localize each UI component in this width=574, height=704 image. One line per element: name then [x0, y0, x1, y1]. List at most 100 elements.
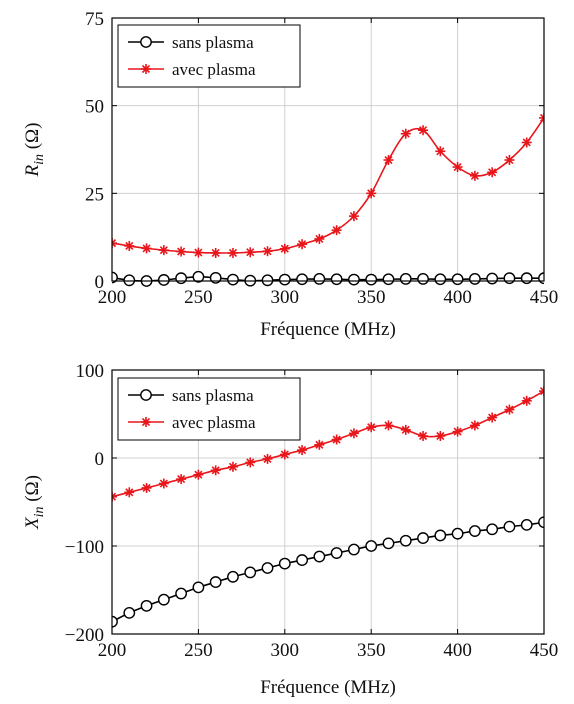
x-tick-label: 300: [271, 640, 300, 661]
data-point: [520, 272, 533, 285]
data-point: [365, 540, 378, 552]
ticks: 200 250 300 350 400 450 −200 −100 0 100: [65, 361, 558, 661]
data-point: [348, 211, 359, 222]
series-line: [112, 521, 544, 623]
data-point: [330, 273, 343, 286]
data-point: [124, 487, 135, 498]
data-point: [539, 112, 544, 123]
legend-marker: [141, 417, 151, 427]
y-tick-label: 0: [95, 449, 105, 470]
data-point: [192, 270, 205, 283]
data-point: [297, 239, 308, 250]
series-sans-plasma: [112, 270, 544, 287]
data-point: [417, 532, 429, 544]
data-point: [399, 534, 412, 547]
data-point: [503, 272, 516, 285]
data-point: [365, 273, 378, 286]
x-tick-label: 200: [98, 640, 127, 661]
data-point: [279, 243, 290, 254]
data-point: [210, 247, 221, 258]
data-point: [278, 273, 291, 286]
data-point: [245, 247, 256, 258]
data-point: [417, 272, 429, 285]
x-axis-label: Fréquence (MHz): [260, 319, 396, 340]
data-point: [451, 273, 464, 286]
data-point: [521, 137, 532, 148]
data-point: [348, 543, 360, 556]
x-tick-label: 400: [443, 640, 472, 661]
x-tick-label: 450: [530, 287, 559, 308]
data-point: [314, 233, 325, 244]
data-point: [112, 491, 117, 502]
series-sans-plasma: [112, 516, 544, 628]
data-point: [141, 482, 152, 493]
y-tick-label: 100: [76, 361, 105, 382]
data-point: [296, 554, 308, 566]
data-point: [366, 422, 377, 433]
data-point: [434, 273, 447, 286]
data-point: [123, 274, 136, 287]
x-tick-label: 200: [98, 287, 127, 308]
data-point: [451, 527, 464, 540]
data-point: [262, 453, 273, 464]
x-tick-label: 350: [357, 287, 386, 308]
data-point: [313, 272, 326, 285]
data-point: [297, 445, 308, 456]
legend-label: sans plasma: [172, 386, 254, 405]
data-point: [227, 247, 238, 258]
data-point: [176, 246, 187, 257]
data-point: [245, 457, 256, 468]
legend-label: avec plasma: [172, 60, 256, 79]
data-point: [435, 146, 446, 157]
data-point: [193, 469, 204, 480]
legend: sans plasma avec plasma: [117, 24, 301, 88]
data-point: [331, 434, 342, 445]
data-point: [504, 404, 515, 415]
legend: sans plasma avec plasma: [117, 377, 301, 441]
y-axis-label: Rin (Ω): [22, 122, 47, 177]
data-point: [279, 449, 290, 460]
x-tick-label: 400: [443, 287, 472, 308]
legend-marker: [140, 36, 152, 48]
data-point: [261, 274, 274, 287]
data-point: [157, 593, 170, 606]
data-point: [452, 162, 463, 173]
data-point: [366, 188, 377, 199]
data-point: [487, 412, 498, 423]
data-point: [193, 247, 204, 258]
data-point: [331, 225, 342, 236]
data-point: [539, 386, 544, 397]
data-point: [244, 566, 257, 579]
data-point: [348, 273, 360, 286]
data-point: [140, 599, 153, 612]
x-axis-label: Fréquence (MHz): [260, 677, 396, 698]
data-point: [382, 273, 395, 286]
data-point: [383, 420, 394, 431]
data-point: [468, 272, 481, 285]
legend-marker: [140, 389, 152, 401]
y-tick-label: 75: [85, 9, 104, 30]
series-avec-plasma: [112, 386, 544, 502]
legend-box: [117, 24, 301, 88]
data-point: [175, 587, 188, 600]
data-point: [452, 426, 463, 437]
x-tick-label: 350: [357, 640, 386, 661]
data-point: [348, 428, 359, 439]
legend-box: [117, 377, 301, 441]
y-tick-label: 50: [85, 97, 104, 118]
legend-label: avec plasma: [172, 413, 256, 432]
data-point: [469, 420, 480, 431]
x-tick-label: 250: [184, 640, 213, 661]
data-point: [227, 461, 238, 472]
data-point: [278, 557, 291, 570]
data-point: [520, 518, 533, 531]
data-point: [262, 246, 273, 257]
data-point: [141, 243, 152, 254]
series-line: [112, 117, 544, 254]
data-point: [469, 170, 480, 181]
y-tick-label: 0: [95, 272, 105, 293]
data-point: [400, 424, 411, 435]
data-point: [383, 155, 394, 166]
data-point: [486, 523, 499, 536]
